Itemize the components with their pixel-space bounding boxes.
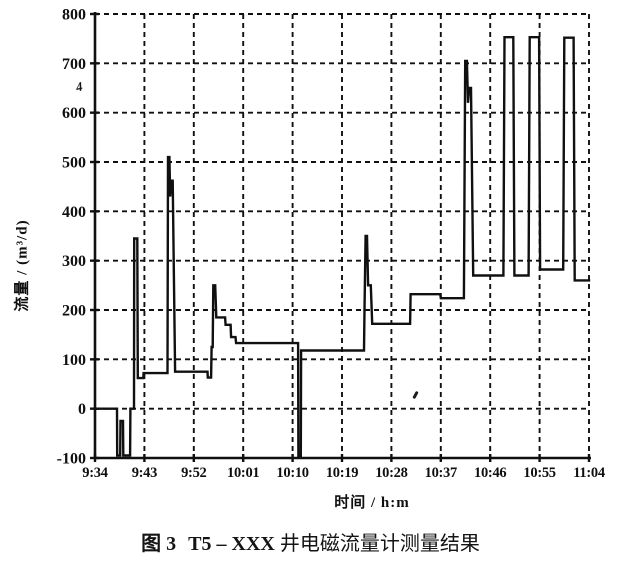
y-tick-label-500: 500 — [62, 155, 86, 172]
y-tick-label-100: 100 — [62, 352, 86, 369]
x-tick-label-10:01: 10:01 — [227, 465, 259, 481]
x-tick-label-9:34: 9:34 — [82, 465, 107, 481]
figure-number: 图 3 — [141, 533, 177, 555]
x-tick-labels: 9:34 9:43 9:52 10:01 10:10 10:19 10:28 10:37 10:… — [82, 465, 605, 481]
caption-text: 井电磁流量计测量结果 — [279, 533, 480, 555]
y-tick-label--100: -100 — [57, 451, 86, 468]
x-tick-label-10:55: 10:55 — [523, 465, 555, 481]
x-tick-label-10:46: 10:46 — [474, 465, 506, 481]
y-tick-label-400: 400 — [62, 204, 86, 221]
y-tick-label-600: 600 — [62, 105, 86, 122]
x-tick-label-10:28: 10:28 — [375, 465, 407, 481]
x-tick-label-10:10: 10:10 — [276, 465, 308, 481]
y-tick-label-800: 800 — [62, 7, 86, 24]
flow-rate-trace — [93, 36, 591, 459]
y-axis-title: 流量 / (m³/d) — [14, 219, 31, 312]
x-axis-title: 时间 / h:m — [334, 495, 410, 511]
x-tick-label-9:43: 9:43 — [132, 465, 157, 481]
y-tick-label-700: 700 — [62, 56, 86, 73]
figure-caption: 图 3 T5 – XXX 井电磁流量计测量结果 — [30, 527, 591, 556]
y-tick-label-300: 300 — [62, 253, 86, 270]
y-tick-label-0: 0 — [78, 401, 86, 418]
x-tick-label-10:37: 10:37 — [425, 465, 457, 481]
y-tick-label-200: 200 — [62, 303, 86, 320]
tick-marks — [90, 12, 591, 462]
x-tick-label-10:19: 10:19 — [326, 465, 358, 481]
well-code: T5 – XXX — [188, 533, 275, 555]
x-tick-label-11:04: 11:04 — [573, 465, 605, 481]
y-tick-labels: 800 700 600 500 400 300 200 100 0 -100 — [57, 7, 86, 468]
x-tick-label-9:52: 9:52 — [181, 465, 206, 481]
